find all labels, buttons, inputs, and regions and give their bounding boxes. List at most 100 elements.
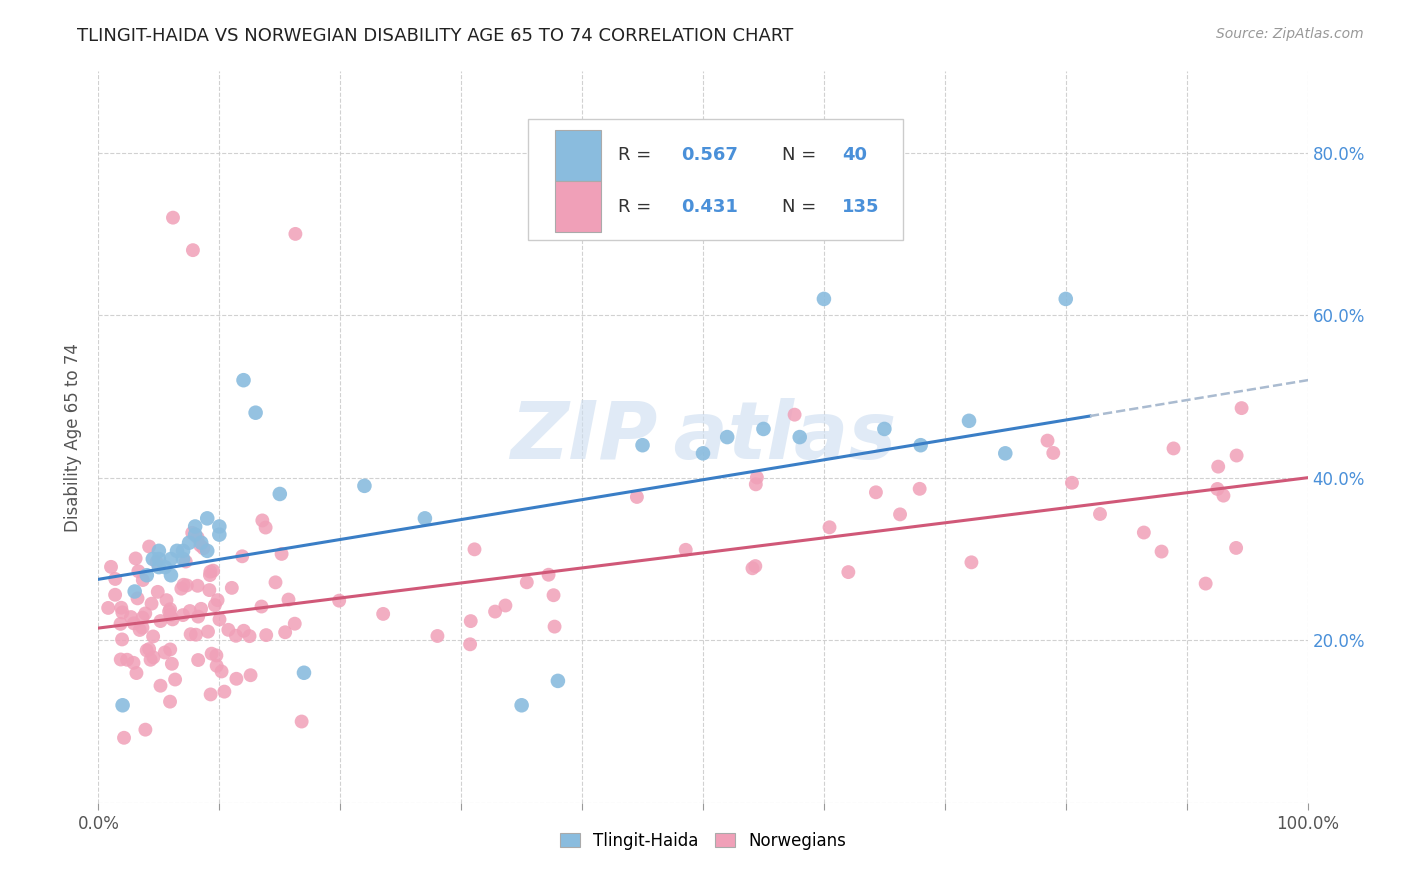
Point	[1036, 434, 1059, 448]
Point	[187, 579, 209, 593]
Point	[292, 665, 315, 680]
Text: 0.431: 0.431	[682, 198, 738, 216]
Point	[269, 487, 291, 501]
Point	[270, 547, 292, 561]
Point	[120, 610, 142, 624]
Point	[160, 657, 183, 671]
Point	[197, 624, 219, 639]
Point	[543, 588, 565, 602]
Point	[198, 568, 221, 582]
Point	[238, 629, 260, 643]
Point	[174, 555, 197, 569]
Point	[142, 630, 165, 644]
Point	[1042, 446, 1064, 460]
Point	[173, 578, 195, 592]
Point	[142, 552, 165, 566]
Point	[908, 482, 931, 496]
Point	[104, 572, 127, 586]
Point	[110, 600, 132, 615]
Point	[122, 616, 145, 631]
Point	[789, 430, 811, 444]
FancyBboxPatch shape	[527, 119, 903, 240]
Point	[179, 535, 201, 549]
Point	[110, 616, 132, 631]
Point	[159, 602, 181, 616]
Point	[277, 592, 299, 607]
Point	[252, 513, 274, 527]
Point	[184, 628, 207, 642]
Point	[159, 642, 181, 657]
Point	[205, 658, 228, 673]
Point	[160, 552, 183, 566]
Point	[494, 599, 516, 613]
Point	[543, 619, 565, 633]
Point	[510, 698, 533, 713]
Text: N =: N =	[782, 146, 821, 164]
Text: TLINGIT-HAIDA VS NORWEGIAN DISABILITY AGE 65 TO 74 CORRELATION CHART: TLINGIT-HAIDA VS NORWEGIAN DISABILITY AG…	[77, 27, 793, 45]
Point	[187, 609, 209, 624]
Point	[124, 584, 146, 599]
Point	[214, 684, 236, 698]
Point	[373, 607, 395, 621]
Point	[910, 438, 932, 452]
Point	[250, 599, 273, 614]
Point	[110, 652, 132, 666]
Point	[547, 673, 569, 688]
Point	[744, 559, 766, 574]
Point	[159, 695, 181, 709]
Point	[458, 637, 481, 651]
Point	[1195, 576, 1218, 591]
Text: Source: ZipAtlas.com: Source: ZipAtlas.com	[1216, 27, 1364, 41]
Point	[225, 672, 247, 686]
Point	[124, 551, 146, 566]
Text: ZIP atlas: ZIP atlas	[510, 398, 896, 476]
Point	[204, 598, 226, 612]
Point	[127, 564, 149, 578]
Point	[138, 642, 160, 657]
Point	[125, 666, 148, 681]
Point	[692, 446, 714, 460]
Point	[135, 643, 157, 657]
Point	[1206, 482, 1229, 496]
Point	[149, 614, 172, 628]
Point	[675, 542, 697, 557]
Point	[745, 477, 768, 491]
Point	[172, 552, 194, 566]
Point	[484, 605, 506, 619]
Point	[104, 588, 127, 602]
Point	[818, 520, 841, 534]
Point	[165, 673, 187, 687]
Point	[146, 585, 169, 599]
Text: N =: N =	[782, 198, 821, 216]
Point	[239, 668, 262, 682]
Point	[153, 560, 176, 574]
Point	[172, 544, 194, 558]
Point	[254, 628, 277, 642]
Point	[135, 568, 157, 582]
Point	[145, 555, 167, 569]
Point	[217, 623, 239, 637]
Point	[190, 602, 212, 616]
Point	[149, 679, 172, 693]
Point	[153, 645, 176, 659]
Point	[1226, 449, 1249, 463]
Point	[166, 544, 188, 558]
Text: 135: 135	[842, 198, 880, 216]
Point	[112, 731, 135, 745]
Point	[122, 656, 145, 670]
Point	[111, 632, 134, 647]
Point	[200, 688, 222, 702]
Point	[208, 612, 231, 626]
Point	[139, 653, 162, 667]
Point	[115, 653, 138, 667]
Point	[111, 698, 134, 713]
Point	[190, 535, 212, 549]
Point	[631, 438, 654, 452]
Point	[127, 591, 149, 606]
FancyBboxPatch shape	[555, 130, 602, 181]
Point	[426, 629, 449, 643]
Point	[205, 648, 228, 663]
Point	[195, 544, 218, 558]
Point	[193, 541, 215, 556]
Point	[100, 559, 122, 574]
